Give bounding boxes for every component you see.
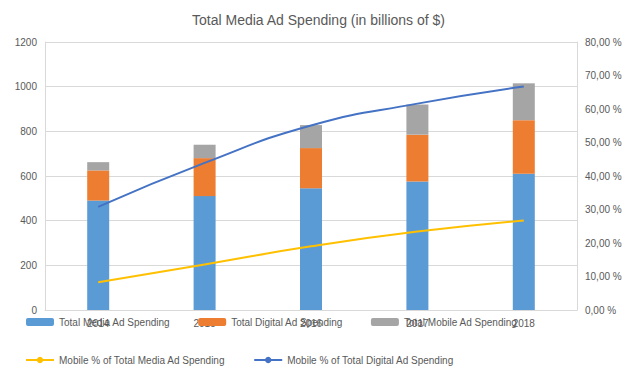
svg-text:60,00 %: 60,00 % xyxy=(585,104,622,115)
svg-text:600: 600 xyxy=(20,171,37,182)
svg-text:20,00 %: 20,00 % xyxy=(585,238,622,249)
svg-text:200: 200 xyxy=(20,260,37,271)
svg-text:2018: 2018 xyxy=(512,317,535,329)
svg-text:0: 0 xyxy=(31,305,37,316)
svg-text:Total Digital Ad Spending: Total Digital Ad Spending xyxy=(231,317,342,328)
svg-text:Mobile % of Total Media Ad Spe: Mobile % of Total Media Ad Spending xyxy=(59,355,224,366)
svg-text:Total Mobile Ad Spending: Total Mobile Ad Spending xyxy=(404,317,517,328)
svg-text:0,00 %: 0,00 % xyxy=(585,305,616,316)
svg-text:50,00 %: 50,00 % xyxy=(585,137,622,148)
svg-text:1000: 1000 xyxy=(15,81,38,92)
svg-text:400: 400 xyxy=(20,215,37,226)
svg-text:Mobile % of Total Digital Ad S: Mobile % of Total Digital Ad Spending xyxy=(287,355,453,366)
svg-text:80,00 %: 80,00 % xyxy=(585,37,622,48)
svg-text:40,00 %: 40,00 % xyxy=(585,171,622,182)
svg-text:Total Media Ad Spending (in bi: Total Media Ad Spending (in billions of … xyxy=(192,12,445,28)
svg-text:30,00 %: 30,00 % xyxy=(585,204,622,215)
svg-text:800: 800 xyxy=(20,126,37,137)
svg-text:70,00 %: 70,00 % xyxy=(585,70,622,81)
svg-text:1200: 1200 xyxy=(15,37,38,48)
svg-text:Total Media Ad Spending: Total Media Ad Spending xyxy=(59,317,170,328)
svg-text:10,00 %: 10,00 % xyxy=(585,271,622,282)
